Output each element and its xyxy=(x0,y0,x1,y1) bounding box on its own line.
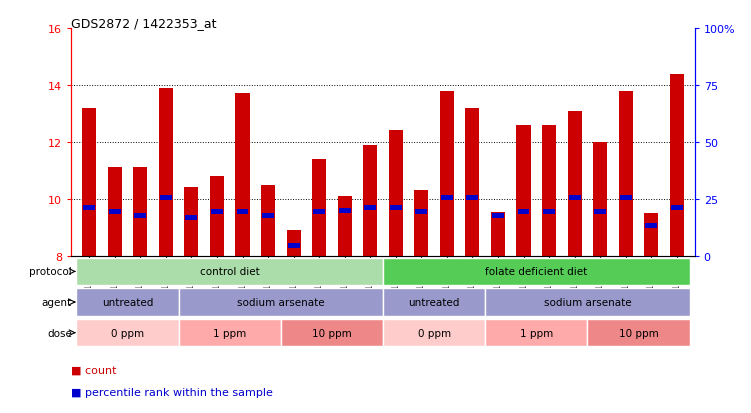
Text: 1 ppm: 1 ppm xyxy=(213,328,246,338)
Bar xyxy=(77,319,179,347)
Bar xyxy=(109,209,121,215)
Bar xyxy=(543,209,555,215)
Bar xyxy=(287,230,300,256)
Bar xyxy=(670,74,684,256)
Text: control diet: control diet xyxy=(200,267,260,277)
Bar xyxy=(587,319,689,347)
Text: untreated: untreated xyxy=(409,297,460,307)
Bar xyxy=(364,205,376,210)
Text: ■ percentile rank within the sample: ■ percentile rank within the sample xyxy=(71,387,273,397)
Bar xyxy=(415,191,428,256)
Bar xyxy=(466,195,478,200)
Bar xyxy=(185,188,198,256)
Text: untreated: untreated xyxy=(102,297,153,307)
Bar xyxy=(281,319,383,347)
Bar xyxy=(390,205,402,210)
Text: 0 ppm: 0 ppm xyxy=(111,328,144,338)
Bar xyxy=(338,197,351,256)
Bar xyxy=(415,209,427,215)
Bar xyxy=(185,215,198,220)
Bar xyxy=(236,94,249,256)
Bar xyxy=(312,159,326,256)
Bar xyxy=(107,168,122,256)
Bar xyxy=(485,289,689,316)
Bar xyxy=(82,108,96,256)
Bar xyxy=(517,126,530,256)
Bar xyxy=(383,319,485,347)
Bar xyxy=(210,176,224,256)
Text: 1 ppm: 1 ppm xyxy=(520,328,553,338)
Bar xyxy=(568,111,581,256)
Bar xyxy=(261,185,275,256)
Bar xyxy=(491,212,505,256)
Bar xyxy=(466,108,479,256)
Text: 10 ppm: 10 ppm xyxy=(619,328,659,338)
Bar xyxy=(645,224,657,229)
Bar xyxy=(179,319,281,347)
Bar xyxy=(133,168,147,256)
Bar xyxy=(569,195,581,200)
Bar xyxy=(288,244,300,249)
Bar xyxy=(594,209,606,215)
Text: agent: agent xyxy=(42,297,72,307)
Bar xyxy=(644,214,659,256)
Text: ■ count: ■ count xyxy=(71,364,117,374)
Text: GDS2872 / 1422353_at: GDS2872 / 1422353_at xyxy=(71,17,217,29)
Text: 0 ppm: 0 ppm xyxy=(418,328,451,338)
Bar xyxy=(77,289,179,316)
Bar xyxy=(83,205,95,210)
Bar xyxy=(262,214,274,219)
Bar xyxy=(313,209,325,215)
Text: sodium arsenate: sodium arsenate xyxy=(544,297,631,307)
Bar xyxy=(179,289,383,316)
Bar xyxy=(77,258,383,285)
Bar xyxy=(159,88,173,256)
Bar xyxy=(160,195,172,200)
Bar xyxy=(441,195,453,200)
Bar xyxy=(619,91,633,256)
Bar xyxy=(383,289,485,316)
Bar xyxy=(134,214,146,219)
Bar xyxy=(440,91,454,256)
Bar xyxy=(211,209,223,215)
Bar xyxy=(542,126,556,256)
Text: folate deficient diet: folate deficient diet xyxy=(485,267,587,277)
Bar xyxy=(383,258,689,285)
Bar xyxy=(517,209,529,215)
Bar xyxy=(620,195,632,200)
Text: 10 ppm: 10 ppm xyxy=(312,328,351,338)
Text: protocol: protocol xyxy=(29,267,72,277)
Text: sodium arsenate: sodium arsenate xyxy=(237,297,324,307)
Bar xyxy=(389,131,403,256)
Bar xyxy=(485,319,587,347)
Bar xyxy=(671,205,683,210)
Bar xyxy=(492,214,504,219)
Bar xyxy=(339,208,351,213)
Bar xyxy=(363,145,377,256)
Bar xyxy=(593,142,607,256)
Text: dose: dose xyxy=(47,328,72,338)
Bar xyxy=(237,209,249,215)
